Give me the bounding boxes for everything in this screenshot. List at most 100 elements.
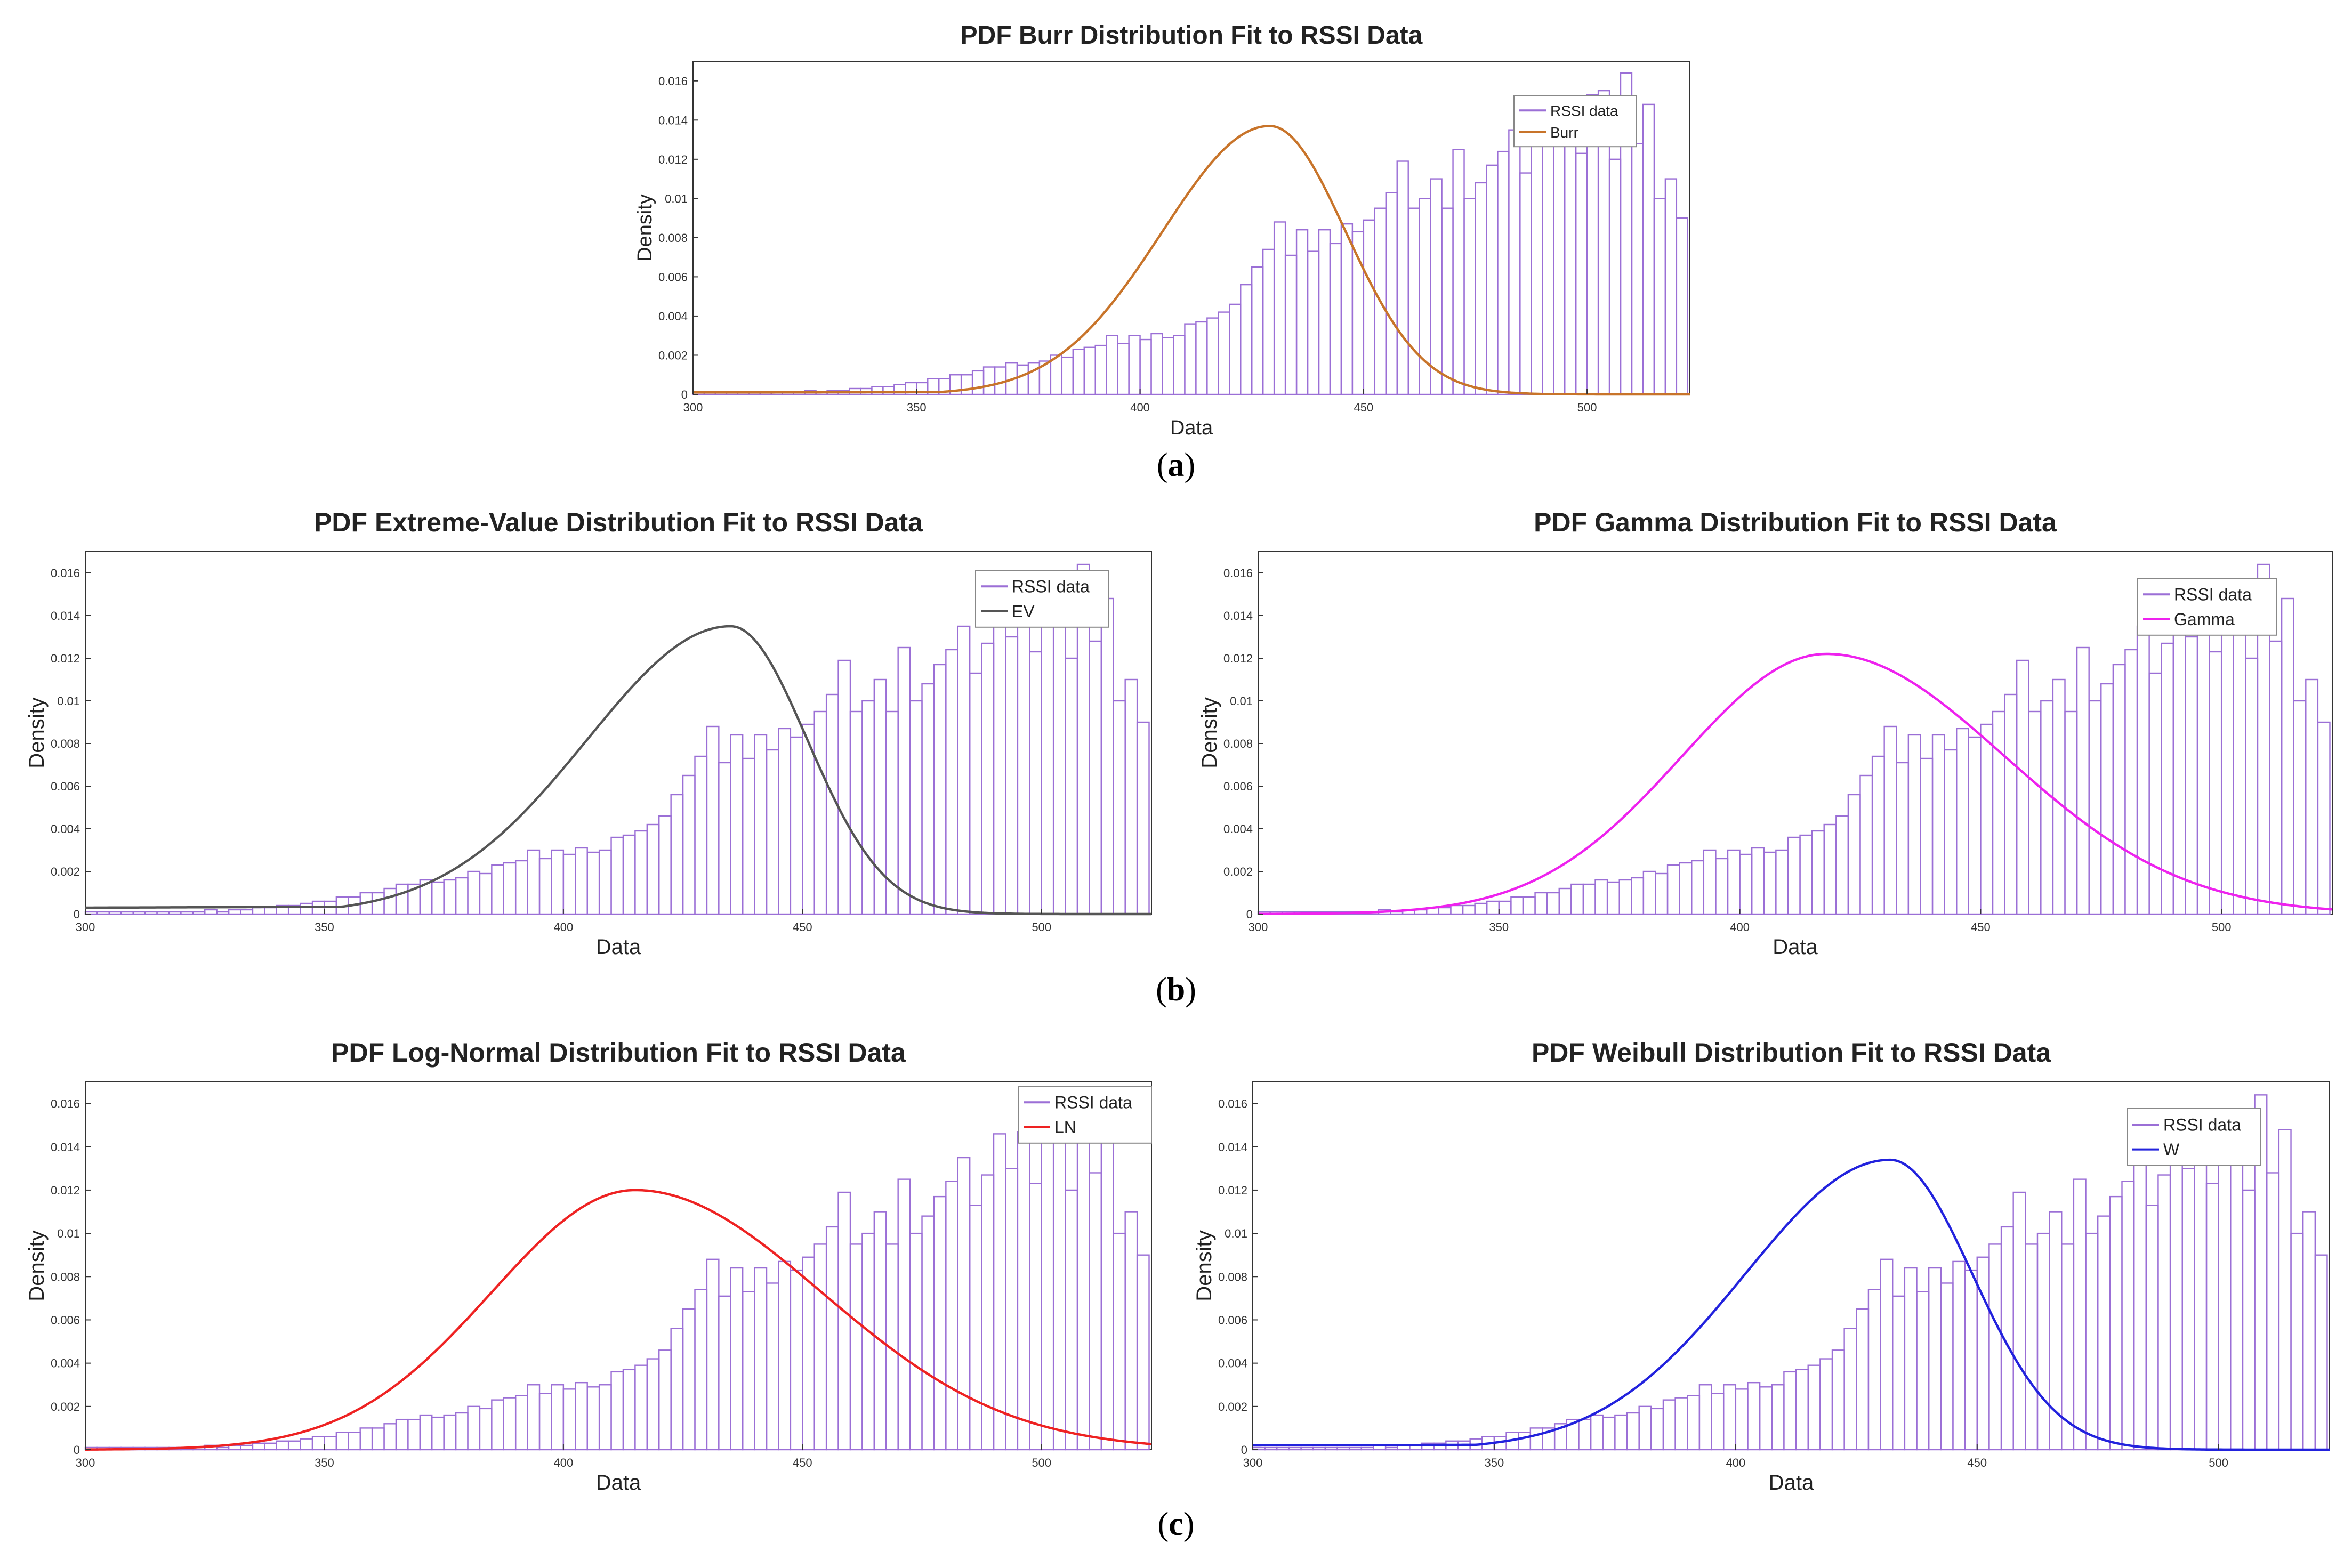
legend-label-histogram: RSSI data [2174,585,2252,604]
y-tick-label: 0.006 [658,270,688,284]
x-tick-label: 350 [1485,1456,1504,1469]
y-tick-label: 0.002 [1223,865,1253,878]
y-tick-label: 0.016 [1218,1097,1247,1111]
x-tick-label: 300 [683,401,703,414]
y-tick-label: 0.01 [1230,694,1253,708]
x-tick-label: 300 [1249,920,1268,934]
caption-b: (b) [1156,972,1196,1008]
histogram-bar [1136,1254,1150,1451]
legend-label-histogram: RSSI data [2163,1116,2241,1135]
legend: RSSI data EV [975,570,1109,628]
chart-burr: PDF Burr Distribution Fit to RSSI Data 30… [634,21,1690,437]
y-tick-label: 0.008 [658,231,688,245]
fit-curve [85,625,1151,916]
x-tick-label: 450 [793,1456,812,1469]
histogram-bars [692,72,1689,395]
legend: RSSI data LN [1018,1086,1152,1144]
x-tick-label: 400 [554,920,574,934]
legend-label-fit: LN [1054,1118,1076,1137]
x-tick-label: 400 [1726,1456,1745,1469]
chart-title: PDF Weibull Distribution Fit to RSSI Dat… [1532,1038,2051,1068]
legend: RSSI data Burr [1513,95,1637,148]
y-tick-label: 0.004 [51,1357,80,1370]
y-axis-label: Density [25,1230,49,1301]
y-tick-label: 0 [681,388,688,401]
y-tick-label: 0.006 [51,1313,80,1327]
y-tick-label: 0.004 [1223,822,1253,836]
chart-log-normal: PDF Log-Normal Distribution Fit to RSSI … [25,1038,1152,1494]
x-tick-label: 400 [1730,920,1750,934]
fit-curve [85,1189,1152,1451]
legend-label-fit: EV [1012,602,1035,621]
y-tick-label: 0.008 [51,1270,80,1283]
y-tick-label: 0.006 [1218,1313,1247,1327]
x-tick-label: 450 [1971,920,1991,934]
x-tick-label: 350 [315,1456,334,1469]
caption-a-letter: a [1167,447,1185,483]
y-tick-label: 0.012 [51,652,80,665]
x-axis-label: Data [1773,935,1818,959]
legend-label-fit: Gamma [2174,610,2235,629]
caption-a: (a) [1156,447,1196,483]
y-tick-label: 0 [1241,1443,1247,1457]
x-tick-label: 350 [907,401,927,414]
y-tick-label: 0.006 [51,780,80,793]
y-tick-label: 0.004 [658,310,688,323]
caption-c: (c) [1157,1506,1195,1542]
panel-gamma: PDF Gamma Distribution Fit to RSSI Data 3… [1189,498,2346,962]
y-tick-label: 0.014 [51,609,80,623]
histogram-bars [84,1094,1150,1451]
y-tick-label: 0.004 [51,822,80,836]
legend-box [2137,578,2277,636]
y-tick-label: 0.012 [1218,1184,1247,1197]
legend-label-fit: W [2163,1140,2180,1159]
x-tick-label: 400 [554,1456,574,1469]
x-tick-label: 300 [76,1456,95,1469]
legend-label-fit: Burr [1550,124,1578,141]
legend: RSSI data Gamma [2137,578,2277,636]
legend: RSSI data W [2127,1108,2261,1166]
panel-ev: PDF Extreme-Value Distribution Fit to RS… [16,498,1167,962]
x-tick-label: 500 [2212,920,2232,934]
y-tick-label: 0.002 [658,349,688,362]
y-tick-label: 0.01 [665,192,688,205]
panel-burr: PDF Burr Distribution Fit to RSSI Data 30… [629,11,1706,437]
x-tick-label: 500 [1577,401,1597,414]
y-tick-label: 0 [1246,908,1253,921]
y-tick-label: 0.002 [51,1400,80,1413]
y-tick-label: 0 [74,908,80,921]
x-axis-label: Data [1170,417,1213,437]
y-tick-label: 0.01 [1225,1227,1247,1240]
y-axis-label: Density [1193,1230,1216,1301]
legend-box [1018,1086,1152,1144]
y-tick-label: 0.008 [1218,1270,1247,1283]
legend-label-histogram: RSSI data [1012,577,1090,596]
chart-extreme-value: PDF Extreme-Value Distribution Fit to RS… [25,507,1152,959]
chart-title: PDF Gamma Distribution Fit to RSSI Data [1534,507,2057,537]
x-tick-label: 500 [2209,1456,2228,1469]
chart-weibull: PDF Weibull Distribution Fit to RSSI Dat… [1193,1038,2330,1494]
legend-box [2127,1108,2261,1166]
legend-box [975,570,1109,628]
y-tick-label: 0.002 [51,865,80,878]
chart-title: PDF Extreme-Value Distribution Fit to RS… [314,507,923,537]
x-axis-label: Data [1769,1471,1814,1494]
y-tick-label: 0.014 [1218,1141,1247,1154]
y-tick-label: 0.012 [658,153,688,166]
y-tick-label: 0.01 [57,1227,80,1240]
y-axis-label: Density [25,697,49,768]
histogram-bar [2317,721,2331,915]
x-tick-label: 300 [1243,1456,1263,1469]
x-tick-label: 500 [1032,1456,1051,1469]
y-tick-label: 0.014 [1223,609,1253,623]
x-tick-label: 450 [1967,1456,1987,1469]
y-tick-label: 0.012 [1223,652,1253,665]
y-tick-label: 0.008 [1223,737,1253,750]
caption-c-letter: c [1169,1506,1183,1542]
y-tick-label: 0.008 [51,737,80,750]
y-tick-label: 0.014 [658,114,688,127]
x-tick-label: 300 [76,920,95,934]
x-tick-label: 350 [315,920,334,934]
x-tick-label: 350 [1489,920,1509,934]
plot-area [85,1081,1152,1450]
